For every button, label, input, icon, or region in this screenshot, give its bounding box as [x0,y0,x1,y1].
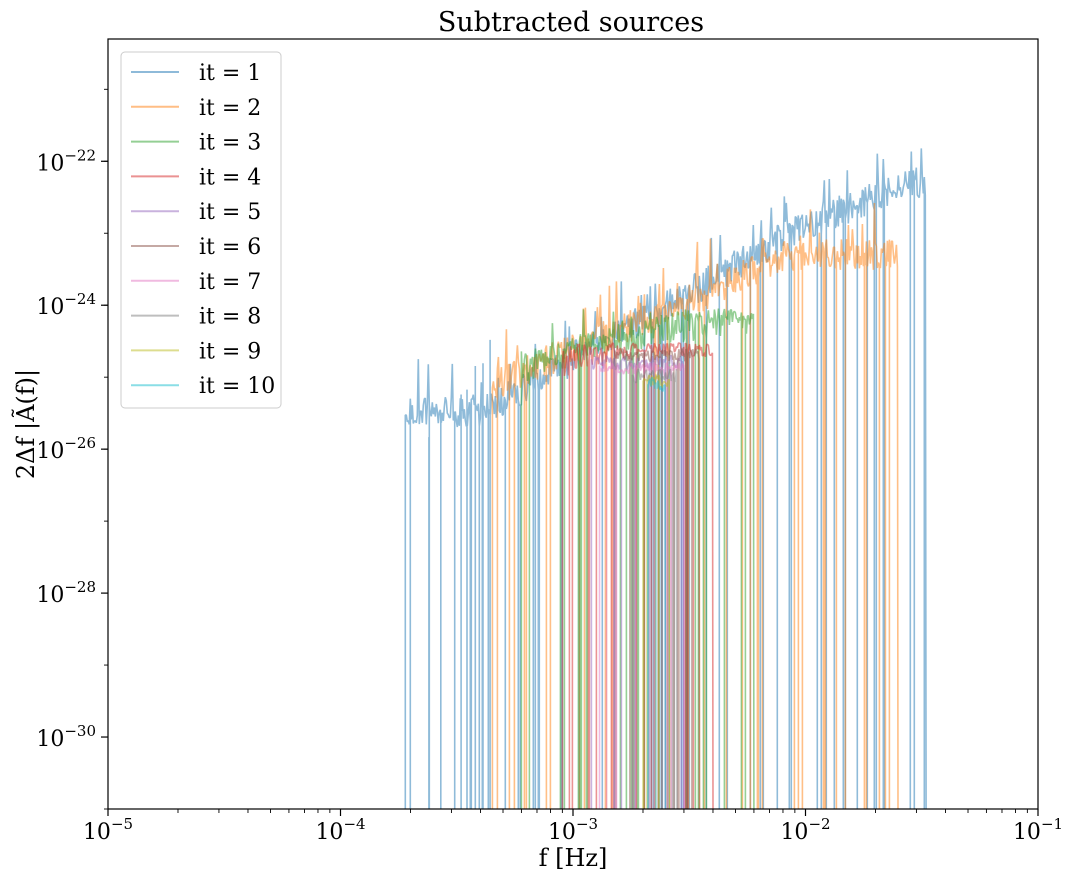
plot-area [404,148,927,809]
legend-label: it = 10 [199,374,275,399]
x-tick-label: 10−1 [1013,815,1063,845]
legend-label: it = 3 [199,131,261,156]
y-tick-label: 10−22 [36,146,96,176]
legend-label: it = 2 [199,96,261,121]
y-tick-label: 10−24 [36,290,96,320]
y-tick-label: 10−28 [36,578,96,608]
legend-item: it = 8 [131,305,261,330]
series-10-line [647,376,667,809]
x-tick-label: 10−5 [83,815,133,845]
legend-item: it = 1 [131,61,261,86]
chart-title: Subtracted sources [438,7,704,38]
series-6-line [613,348,701,809]
legend-item: it = 4 [131,165,261,190]
y-axis-label: 2Δf |Ã(f)| [11,369,41,479]
legend: it = 1 it = 2 it = 3 it = 4 it = 5 it = 6 it =… [120,51,282,409]
legend-item: it = 9 [131,339,261,364]
legend-item: it = 5 [131,200,261,225]
legend-label: it = 1 [199,61,261,86]
y-axis: 10−30 10−28 10−26 10−24 10−22 [36,88,108,810]
legend-item: it = 10 [131,374,275,399]
x-tick-label: 10−3 [548,815,598,845]
legend-item: it = 2 [131,96,261,121]
legend-label: it = 7 [199,270,261,295]
x-axis: 10−5 10−4 10−3 10−2 10−1 [83,809,1063,845]
x-axis-label: f [Hz] [539,844,608,872]
legend-label: it = 5 [199,200,261,225]
x-tick-label: 10−4 [315,815,365,845]
legend-item: it = 6 [131,235,261,260]
series-1-line [404,148,927,809]
y-tick-label: 10−30 [36,722,96,752]
series-7-line [598,362,685,809]
legend-label: it = 4 [199,165,261,190]
legend-label: it = 8 [199,305,261,330]
legend-label: it = 6 [199,235,261,260]
y-tick-label: 10−26 [36,434,96,464]
legend-item: it = 7 [131,270,261,295]
legend-item: it = 3 [131,131,261,156]
legend-label: it = 9 [199,339,261,364]
x-tick-label: 10−2 [780,815,830,845]
